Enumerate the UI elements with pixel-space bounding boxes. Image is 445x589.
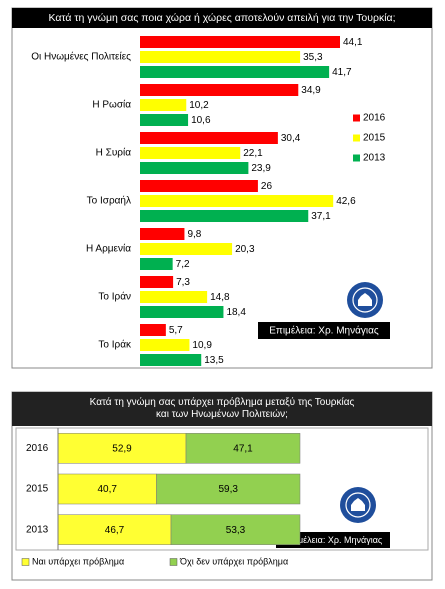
value-label: 22,1: [243, 148, 263, 159]
bar: [140, 276, 174, 288]
bar: [140, 84, 299, 96]
value-label: 42,6: [336, 196, 356, 207]
bar: [140, 147, 241, 159]
value-label: 9,8: [187, 229, 201, 240]
bar-segment: [185, 433, 301, 464]
bar-segment: [57, 514, 172, 545]
value-label: 47,1: [233, 443, 253, 454]
value-label: 18,4: [226, 307, 246, 318]
legend-swatch: [21, 558, 30, 566]
bar-segment: [57, 473, 157, 505]
value-label: 20,3: [235, 244, 255, 255]
credit: Επιμέλεια: Χρ. Μηνάγιας: [284, 535, 383, 545]
chart-title: Κατά τη γνώμη σας ποια χώρα ή χώρες αποτ…: [12, 8, 432, 28]
value-label: 35,3: [303, 52, 323, 63]
category-label: Το Ιράκ: [98, 339, 132, 351]
value-label: 53,3: [226, 525, 246, 536]
value-label: 26: [261, 181, 273, 192]
category-label: Το Ιράν: [98, 291, 131, 303]
value-label: 10,9: [192, 340, 212, 351]
bar: [140, 36, 340, 48]
legend-swatch: [353, 134, 360, 142]
chart-title-text: Κατά τη γνώμη σας ποια χώρα ή χώρες αποτ…: [48, 12, 396, 24]
bar: [140, 306, 224, 318]
bar: [140, 339, 190, 351]
bar: [140, 99, 187, 111]
bar: [140, 66, 330, 78]
bar: [140, 132, 278, 144]
category-label: Η Ρωσία: [92, 99, 131, 111]
value-label: 23,9: [251, 163, 271, 174]
value-label: 59,3: [219, 484, 239, 495]
bar: [140, 51, 301, 63]
legend-label: 2013: [363, 153, 386, 164]
value-label: 30,4: [281, 133, 301, 144]
bar: [140, 258, 173, 270]
category-label: Οι Ηνωμένες Πολιτείες: [31, 51, 131, 63]
credit: Επιμέλεια: Χρ. Μηνάγιας: [269, 325, 379, 337]
legend-swatch: [353, 154, 360, 162]
value-label: 10,6: [191, 115, 211, 126]
value-label: 7,3: [176, 277, 190, 288]
category-label: 2015: [26, 484, 49, 495]
bar: [140, 243, 233, 255]
legend-swatch: [353, 114, 360, 122]
credit-box: [258, 322, 390, 339]
legend-label: Ναι υπάρχει πρόβλημα: [32, 556, 124, 566]
value-label: 46,7: [105, 525, 125, 536]
bar-segment: [57, 433, 187, 464]
category-label: Το Ισραήλ: [87, 195, 131, 207]
value-label: 13,5: [204, 355, 224, 366]
category-label: Η Αρμενία: [86, 243, 131, 255]
bar-segment: [170, 514, 301, 545]
credit-box: [276, 532, 390, 548]
bar: [140, 291, 208, 303]
bar: [140, 195, 334, 207]
bar: [140, 228, 185, 240]
logo: [347, 282, 383, 318]
bar-segment: [156, 473, 301, 505]
value-label: 41,7: [332, 67, 352, 78]
value-label: 34,9: [301, 85, 321, 96]
value-label: 10,2: [189, 100, 209, 111]
value-label: 14,8: [210, 292, 230, 303]
value-label: 37,1: [311, 211, 331, 222]
category-label: Η Συρία: [96, 147, 132, 159]
legend-label: Όχι δεν υπάρχει πρόβλημα: [179, 556, 288, 566]
category-label: 2016: [26, 443, 49, 454]
chart-title-text: Κατά τη γνώμη σας υπάρχει πρόβλημα μεταξ…: [89, 397, 355, 420]
value-label: 52,9: [112, 443, 132, 454]
category-label: 2013: [26, 524, 49, 535]
value-label: 7,2: [176, 259, 190, 270]
bar: [140, 114, 189, 126]
legend-label: 2015: [363, 133, 386, 144]
bar: [140, 162, 249, 174]
chart-title: Κατά τη γνώμη σας υπάρχει πρόβλημα μεταξ…: [12, 392, 432, 426]
bar: [140, 354, 202, 366]
logo: [340, 487, 376, 523]
legend-swatch: [169, 558, 178, 566]
value-label: 5,7: [169, 325, 183, 336]
bar: [140, 180, 258, 192]
bar: [140, 210, 309, 222]
legend-label: 2016: [363, 113, 386, 124]
bar: [140, 324, 166, 336]
value-label: 44,1: [343, 37, 363, 48]
value-label: 40,7: [98, 484, 118, 495]
